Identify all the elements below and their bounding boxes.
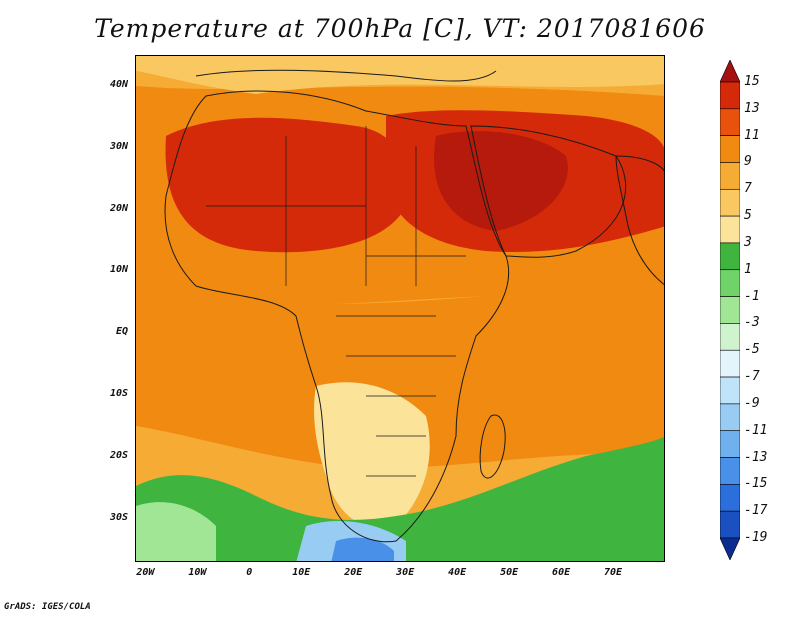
colorbar-tick-label: -3 bbox=[744, 315, 760, 331]
colorbar-tick-label: 5 bbox=[744, 208, 752, 224]
map-panel bbox=[135, 55, 665, 562]
lon-tick-label: 50E bbox=[500, 567, 519, 578]
colorbar-tick-label: -7 bbox=[744, 369, 760, 385]
colorbar-tick-label: -9 bbox=[744, 395, 760, 411]
europe-coastline bbox=[195, 69, 497, 82]
colorbar-tick-label: -1 bbox=[744, 288, 760, 304]
lat-tick-label: EQ bbox=[115, 326, 128, 338]
colorbar-swatch bbox=[720, 81, 740, 110]
colorbar-tick-label: -13 bbox=[744, 449, 768, 465]
colorbar-tick-label: -15 bbox=[744, 476, 768, 492]
arabia-coastline bbox=[470, 125, 627, 258]
lon-tick-label: 20E bbox=[344, 567, 363, 578]
lat-tick-label: 30S bbox=[109, 511, 128, 523]
colorbar-swatch bbox=[720, 108, 740, 136]
field-mild-north-strip bbox=[136, 56, 664, 94]
field-coldest-south-tip bbox=[331, 537, 394, 561]
colorbar-swatch bbox=[720, 242, 740, 271]
field-cool-south bbox=[136, 436, 664, 561]
colorbar-tick-label: -5 bbox=[744, 342, 760, 358]
colorbar-tick-label: -19 bbox=[744, 530, 768, 545]
lon-tick-label: 10E bbox=[292, 567, 311, 578]
colorbar-tick-label: 9 bbox=[744, 154, 752, 170]
colorbar-swatch bbox=[720, 484, 740, 512]
lon-tick-label: 70E bbox=[604, 567, 623, 578]
lat-tick-label: 30N bbox=[109, 140, 128, 152]
colorbar-swatch bbox=[720, 188, 740, 217]
lon-tick-label: 10W bbox=[188, 567, 207, 578]
india-coastline bbox=[615, 155, 664, 286]
temperature-field-map bbox=[136, 56, 664, 561]
colorbar-swatch bbox=[720, 430, 740, 458]
field-hottest-arabia bbox=[434, 131, 568, 231]
lon-tick-label: 60E bbox=[552, 567, 571, 578]
field-warm-band-ocean bbox=[136, 276, 664, 469]
colorbar-swatch bbox=[720, 376, 740, 405]
lon-tick-label: 20W bbox=[136, 567, 155, 578]
lat-tick-label: 20N bbox=[109, 202, 128, 214]
colorbar-swatch bbox=[720, 296, 740, 324]
colorbar-swatch bbox=[720, 457, 740, 485]
colorbar-swatch bbox=[720, 403, 740, 432]
africa-coastline bbox=[164, 90, 510, 543]
country-borders bbox=[206, 126, 466, 477]
field-mild-southern-africa bbox=[314, 382, 430, 529]
colorbar-tick-label: 13 bbox=[744, 100, 760, 116]
colorbar-swatch bbox=[720, 215, 740, 244]
colorbar-swatch bbox=[720, 510, 740, 539]
colorbar-tick-label: -17 bbox=[744, 503, 768, 519]
madagascar-coastline bbox=[479, 414, 506, 479]
colorbar-tick-label: -11 bbox=[744, 422, 768, 438]
lat-tick-label: 40N bbox=[109, 78, 128, 90]
colorbar-swatch bbox=[720, 269, 740, 297]
lat-tick-label: 20S bbox=[109, 449, 128, 461]
lon-tick-label: 40E bbox=[448, 567, 467, 578]
colorbar-tick-label: 11 bbox=[744, 127, 760, 143]
lon-tick-label: 0 bbox=[246, 567, 253, 578]
colorbar-swatch bbox=[720, 135, 740, 163]
colorbar-swatch bbox=[720, 162, 740, 190]
colorbar-swatch bbox=[720, 349, 740, 378]
colorbar-tick-label: 1 bbox=[744, 261, 752, 277]
colorbar-tick-label: 7 bbox=[744, 181, 752, 197]
colorbar bbox=[720, 60, 740, 560]
colorbar-tick-label: 3 bbox=[744, 234, 752, 250]
colorbar-swatch bbox=[720, 323, 740, 351]
credit-text: GrADS: IGES/COLA bbox=[4, 602, 91, 612]
chart-title: Temperature at 700hPa [C], VT: 201708160… bbox=[94, 14, 706, 43]
lat-tick-label: 10S bbox=[109, 388, 128, 400]
field-hot-sahara bbox=[165, 117, 409, 253]
field-cooler-southwest bbox=[136, 502, 216, 561]
colorbar-tick-label: 15 bbox=[744, 74, 760, 89]
colorbar-swatch bbox=[720, 537, 740, 560]
lat-tick-label: 10N bbox=[109, 264, 128, 276]
lon-tick-label: 30E bbox=[396, 567, 415, 578]
colorbar-swatch bbox=[720, 60, 740, 83]
